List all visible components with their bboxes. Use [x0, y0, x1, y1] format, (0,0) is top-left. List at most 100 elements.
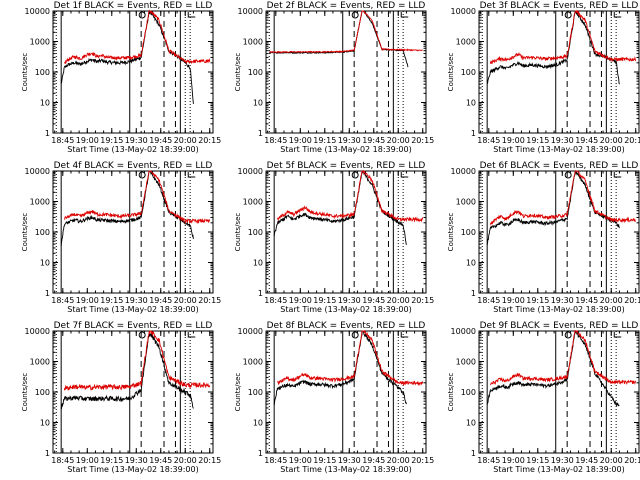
x-tick-label: 19:45 — [149, 456, 172, 465]
x-tick-label: 19:00 — [76, 456, 99, 465]
x-tick-label: 20:15 — [411, 296, 434, 305]
x-tick-label: 19:30 — [125, 136, 148, 145]
x-tick-label: 20:15 — [624, 296, 640, 305]
panel-7: Det 7f BLACK = Events, RED = LLD 1 10 100 10… — [21, 321, 221, 474]
panel-4: Det 4f BLACK = Events, RED = LLD 1 10 100 10… — [21, 161, 221, 314]
plot-frame — [478, 10, 640, 134]
panel-2: Det 2f BLACK = Events, RED = LLD 1 10 100 10… — [234, 1, 434, 154]
y-tick-label: 1000 — [30, 198, 50, 207]
y-tick-label: 1 — [258, 449, 263, 458]
interval-end-symbol — [187, 172, 196, 178]
x-axis-label: Start Time (13-May-02 18:39:00) — [493, 305, 624, 314]
events-curve — [487, 10, 620, 85]
x-tick-label: 19:00 — [289, 136, 312, 145]
x-tick-label: 20:00 — [600, 296, 623, 305]
x-tick-label: 20:15 — [198, 456, 221, 465]
y-tick-label: 100 — [461, 388, 476, 397]
plot-frame — [265, 170, 427, 294]
x-tick-label: 19:15 — [526, 136, 549, 145]
y-tick-label: 10000 — [238, 167, 263, 176]
y-axis-label: Counts/sec — [234, 53, 242, 92]
flare-start-symbol — [351, 171, 359, 179]
y-tick-label: 100 — [248, 68, 263, 77]
x-tick-label: 18:45 — [477, 136, 500, 145]
interval-end-symbol — [187, 12, 196, 18]
flare-start-symbol — [351, 331, 359, 339]
plot-frame — [478, 330, 640, 454]
panel-title: Det 1f BLACK = Events, RED = LLD — [54, 1, 213, 11]
y-axis-label: Counts/sec — [21, 373, 29, 412]
x-tick-label: 19:45 — [362, 296, 385, 305]
x-tick-label: 20:00 — [600, 136, 623, 145]
x-tick-label: 18:45 — [477, 296, 500, 305]
y-axis-label: Counts/sec — [234, 213, 242, 252]
x-tick-label: 20:00 — [174, 456, 197, 465]
x-tick-label: 20:15 — [624, 456, 640, 465]
y-tick-label: 1 — [471, 449, 476, 458]
lld-curve — [63, 170, 211, 225]
x-tick-label: 19:45 — [362, 456, 385, 465]
x-axis-label: Start Time (13-May-02 18:39:00) — [67, 465, 198, 474]
x-axis-label: Start Time (13-May-02 18:39:00) — [67, 305, 198, 314]
flare-start-symbol — [138, 11, 146, 19]
x-tick-label: 19:15 — [100, 456, 123, 465]
y-tick-label: 1 — [258, 289, 263, 298]
flare-start-symbol — [351, 11, 359, 19]
flare-start-symbol — [138, 171, 146, 179]
y-tick-label: 10000 — [238, 327, 263, 336]
time-markers — [481, 11, 622, 133]
y-tick-label: 100 — [35, 228, 50, 237]
interval-end-symbol — [613, 332, 622, 338]
y-axis: 1 10 100 1000 10000 — [238, 7, 426, 138]
time-markers — [481, 331, 622, 453]
y-tick-label: 1 — [471, 289, 476, 298]
y-tick-label: 100 — [35, 388, 50, 397]
y-axis: 1 10 100 1000 10000 — [238, 167, 426, 298]
x-axis-label: Start Time (13-May-02 18:39:00) — [280, 465, 411, 474]
plot-frame — [478, 170, 640, 294]
x-tick-label: 20:00 — [387, 296, 410, 305]
y-tick-label: 10000 — [25, 327, 50, 336]
lld-curve — [269, 10, 423, 54]
x-tick-label: 19:45 — [362, 136, 385, 145]
lld-curve — [489, 9, 637, 64]
x-tick-label: 19:30 — [338, 456, 361, 465]
x-tick-label: 19:45 — [575, 456, 598, 465]
y-tick-label: 10 — [466, 259, 476, 268]
time-markers — [481, 171, 622, 293]
x-tick-label: 19:45 — [575, 296, 598, 305]
y-tick-label: 1 — [45, 449, 50, 458]
panel-6: Det 6f BLACK = Events, RED = LLD 1 10 100 10… — [447, 161, 640, 314]
y-tick-label: 10000 — [451, 327, 476, 336]
y-tick-label: 100 — [248, 388, 263, 397]
y-tick-label: 1 — [45, 129, 50, 138]
x-tick-label: 20:15 — [624, 136, 640, 145]
y-tick-label: 1000 — [456, 358, 476, 367]
events-curve — [269, 10, 409, 68]
events-curve — [273, 169, 407, 245]
x-tick-label: 19:15 — [313, 456, 336, 465]
x-tick-label: 20:00 — [387, 456, 410, 465]
panel-title: Det 8f BLACK = Events, RED = LLD — [267, 321, 426, 331]
y-tick-label: 10000 — [238, 7, 263, 16]
panel-3: Det 3f BLACK = Events, RED = LLD 1 10 100 10… — [447, 1, 640, 154]
panel-title: Det 9f BLACK = Events, RED = LLD — [480, 321, 639, 331]
x-tick-label: 19:30 — [125, 456, 148, 465]
y-tick-label: 10 — [253, 99, 263, 108]
x-axis-label: Start Time (13-May-02 18:39:00) — [493, 465, 624, 474]
panel-title: Det 3f BLACK = Events, RED = LLD — [480, 1, 639, 11]
x-tick-label: 18:45 — [51, 136, 74, 145]
flare-start-symbol — [564, 331, 572, 339]
x-tick-label: 20:00 — [600, 456, 623, 465]
time-markers — [55, 331, 196, 453]
x-tick-label: 19:30 — [551, 136, 574, 145]
panel-title: Det 5f BLACK = Events, RED = LLD — [267, 161, 426, 171]
y-axis: 1 10 100 1000 10000 — [451, 167, 639, 298]
y-axis: 1 10 100 1000 10000 — [451, 7, 639, 138]
y-tick-label: 100 — [35, 68, 50, 77]
x-tick-label: 18:45 — [51, 456, 74, 465]
